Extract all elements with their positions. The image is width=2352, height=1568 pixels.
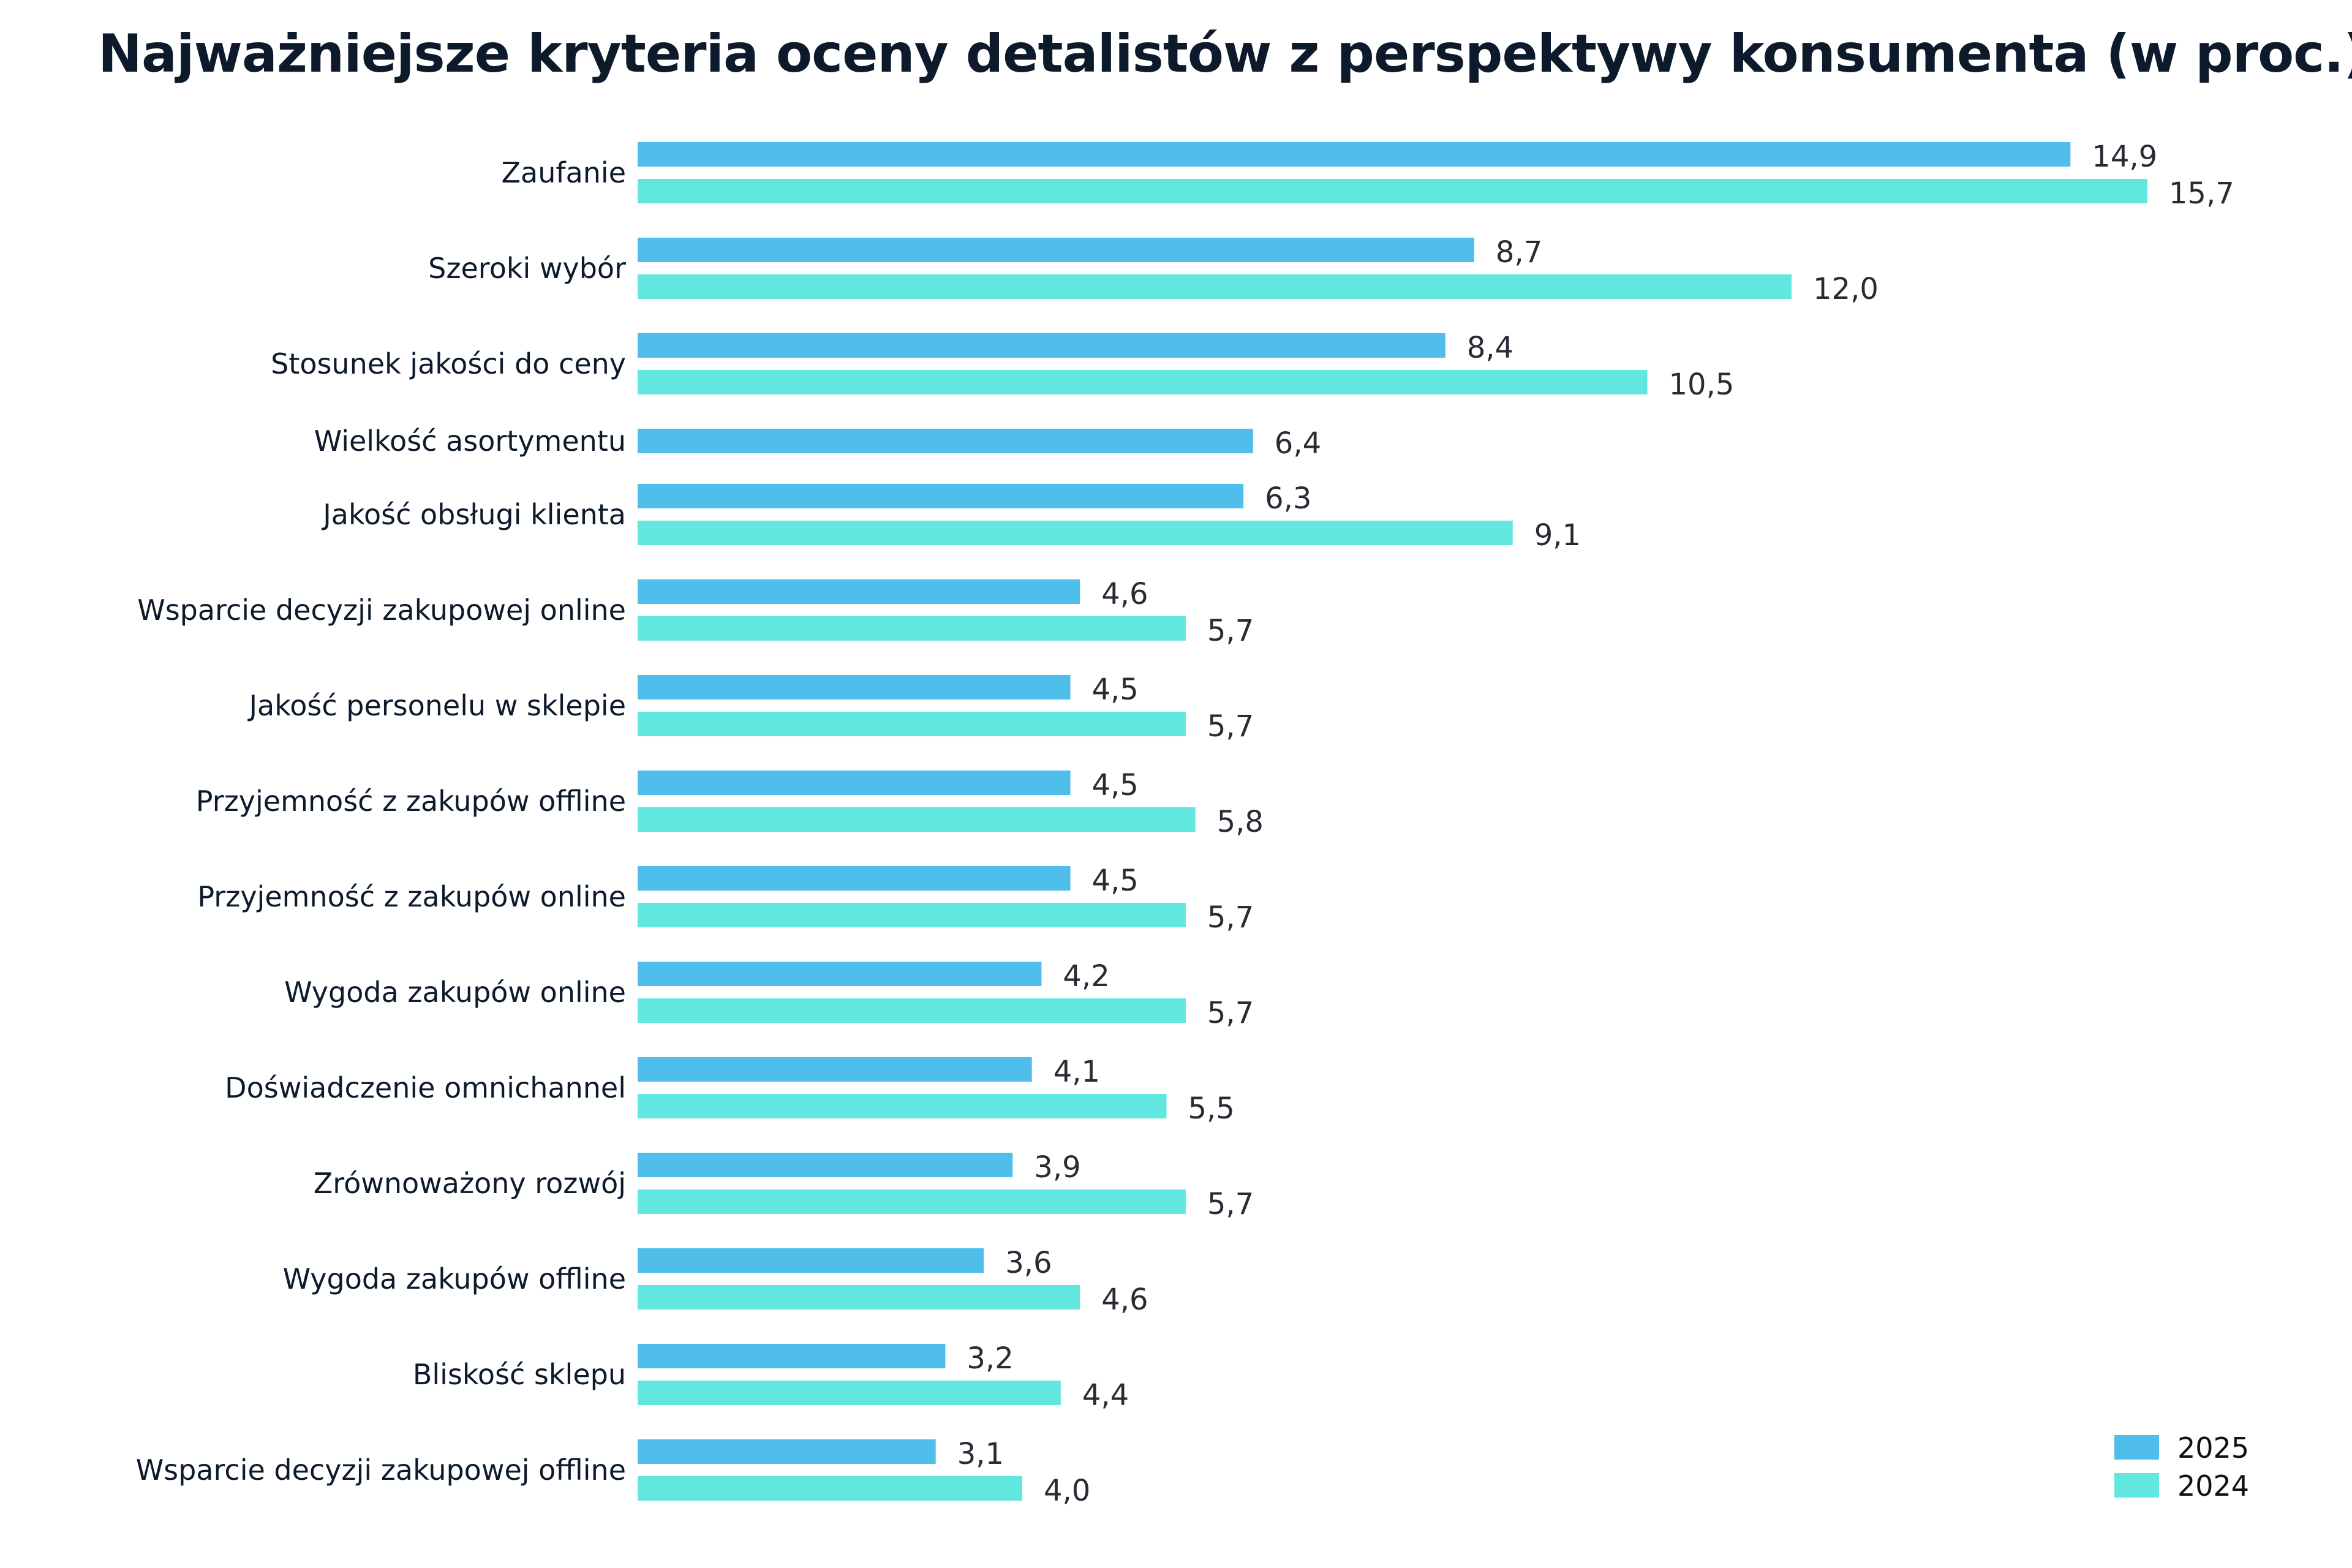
bar-2025	[638, 1344, 946, 1368]
data-label: 15,7	[2169, 176, 2234, 211]
bar-2024	[638, 998, 1186, 1023]
data-label: 8,7	[1496, 235, 1542, 270]
data-label: 3,9	[1034, 1150, 1080, 1185]
bar-2025	[638, 1248, 984, 1273]
bar-2025	[638, 1153, 1013, 1177]
data-label: 6,4	[1275, 426, 1321, 461]
bar-2024	[638, 1476, 1022, 1501]
bar-2024	[638, 712, 1186, 736]
data-label: 6,3	[1265, 481, 1311, 516]
category-label: Szeroki wybór	[428, 252, 626, 285]
bar-2024	[638, 903, 1186, 927]
bar-2024	[638, 807, 1196, 832]
data-label: 4,5	[1092, 864, 1139, 898]
bar-2025	[638, 1439, 936, 1464]
bar-2024	[638, 1285, 1080, 1310]
chart-title: Najważniejsze kryteria oceny detalistów …	[98, 23, 2352, 85]
bar-2025	[638, 962, 1042, 986]
category-label: Wsparcie decyzji zakupowej offline	[136, 1453, 626, 1487]
data-label: 4,6	[1101, 577, 1148, 611]
bar-2024	[638, 179, 2147, 203]
data-label: 4,1	[1054, 1055, 1100, 1089]
category-label: Jakość obsługi klienta	[321, 498, 626, 531]
bar-2025	[638, 866, 1071, 891]
bar-2025	[638, 1057, 1032, 1082]
data-label: 3,1	[957, 1437, 1004, 1471]
bar-2025	[638, 333, 1446, 358]
category-label: Wsparcie decyzji zakupowej online	[137, 594, 626, 627]
category-label: Wygoda zakupów online	[284, 976, 626, 1009]
data-label: 9,1	[1534, 518, 1581, 552]
data-label: 5,7	[1207, 900, 1254, 935]
data-label: 10,5	[1669, 368, 1735, 402]
legend-label-2025: 2025	[2177, 1431, 2249, 1464]
bar-2024	[638, 616, 1186, 641]
bar-2024	[638, 1094, 1167, 1118]
category-label: Zrównoważony rozwój	[314, 1167, 626, 1200]
data-label: 5,8	[1217, 805, 1264, 839]
bar-2025	[638, 675, 1071, 699]
bar-2025	[638, 579, 1080, 604]
bar-2024	[638, 370, 1648, 394]
data-label: 5,7	[1207, 996, 1254, 1030]
legend-swatch-2024	[2114, 1473, 2159, 1498]
data-label: 4,6	[1101, 1283, 1148, 1317]
data-label: 5,7	[1207, 709, 1254, 744]
legend-swatch-2025	[2114, 1435, 2159, 1460]
category-label: Wygoda zakupów offline	[283, 1262, 626, 1295]
category-label: Stosunek jakości do ceny	[271, 347, 626, 380]
bar-2024	[638, 1189, 1186, 1214]
category-label: Przyjemność z zakupów offline	[196, 785, 626, 818]
bar-2025	[638, 238, 1474, 262]
category-label: Doświadczenie omnichannel	[225, 1071, 626, 1104]
data-label: 5,7	[1207, 1187, 1254, 1221]
legend-label-2024: 2024	[2177, 1469, 2249, 1502]
data-label: 12,0	[1813, 272, 1879, 306]
category-label: Przyjemność z zakupów online	[197, 880, 626, 913]
data-label: 5,5	[1188, 1091, 1235, 1126]
bar-2025	[638, 484, 1244, 508]
data-label: 4,5	[1092, 673, 1139, 707]
data-label: 3,2	[967, 1341, 1013, 1376]
category-label: Bliskość sklepu	[413, 1358, 626, 1391]
category-label: Wielkość asortymentu	[314, 424, 626, 458]
data-label: 5,7	[1207, 614, 1254, 648]
bar-2025	[638, 429, 1253, 453]
bar-2024	[638, 521, 1513, 545]
data-label: 4,5	[1092, 768, 1139, 802]
bar-2024	[638, 1381, 1061, 1405]
category-label: Jakość personelu w sklepie	[247, 689, 626, 722]
data-label: 8,4	[1467, 331, 1513, 365]
data-label: 3,6	[1005, 1246, 1052, 1280]
bar-2025	[638, 142, 2071, 167]
category-label: Zaufanie	[502, 156, 626, 189]
data-label: 14,9	[2092, 140, 2157, 174]
data-label: 4,4	[1082, 1378, 1129, 1412]
data-label: 4,2	[1063, 959, 1109, 993]
bar-2024	[638, 274, 1792, 299]
data-label: 4,0	[1044, 1474, 1090, 1508]
bar-2025	[638, 771, 1071, 795]
